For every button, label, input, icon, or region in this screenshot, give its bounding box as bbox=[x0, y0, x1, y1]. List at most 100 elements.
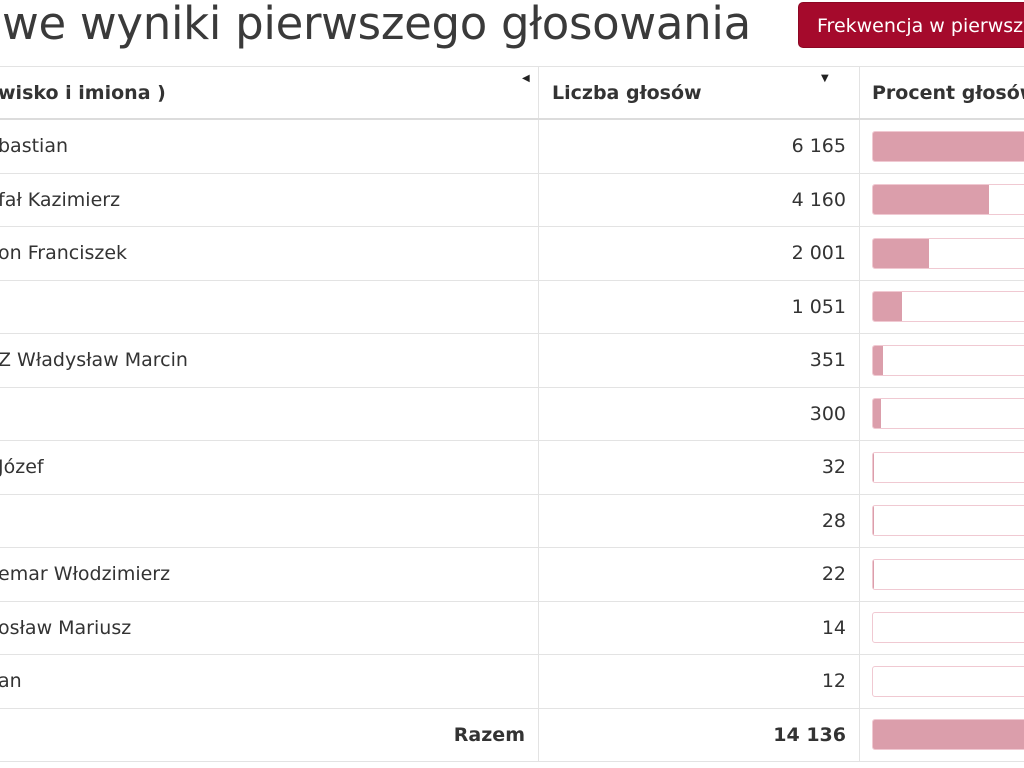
table-row: osław Mariusz 14 bbox=[0, 601, 1024, 655]
turnout-button[interactable]: Frekwencja w pierwszym bbox=[798, 2, 1024, 48]
vote-count-cell: 12 bbox=[538, 655, 859, 708]
candidate-name: an bbox=[0, 670, 22, 693]
vote-count: 2 001 bbox=[791, 242, 846, 265]
results-table: wisko i imiona ) ◀ Liczba głosów ▼ Proce… bbox=[0, 66, 1024, 762]
table-row: Z Władysław Marcin 351 bbox=[0, 334, 1024, 388]
vote-count: 28 bbox=[821, 509, 846, 532]
candidate-name: fał Kazimierz bbox=[0, 188, 121, 211]
vote-percent-cell bbox=[859, 227, 1024, 280]
candidate-name: on Franciszek bbox=[0, 242, 128, 265]
total-percent-bar-fill bbox=[873, 720, 1024, 750]
vote-count: 4 160 bbox=[791, 188, 846, 211]
vote-count-cell: 300 bbox=[538, 387, 859, 440]
vote-count: 6 165 bbox=[791, 135, 846, 158]
sort-down-icon[interactable]: ▼ bbox=[821, 73, 829, 84]
candidate-name-cell: bastian bbox=[0, 120, 538, 173]
vote-percent-bar-fill bbox=[873, 292, 902, 322]
vote-percent-bar-fill bbox=[873, 452, 874, 482]
candidate-name-cell: Józef bbox=[0, 441, 538, 494]
candidate-name-cell: on Franciszek bbox=[0, 227, 538, 280]
vote-percent-bar bbox=[872, 558, 1024, 590]
vote-percent-bar bbox=[872, 184, 1024, 216]
vote-count: 300 bbox=[809, 402, 846, 425]
vote-percent-cell bbox=[859, 655, 1024, 708]
total-label: Razem bbox=[453, 723, 525, 746]
table-row: bastian 6 165 bbox=[0, 120, 1024, 174]
vote-percent-cell bbox=[859, 601, 1024, 654]
candidate-name: Józef bbox=[0, 456, 44, 479]
vote-count-cell: 351 bbox=[538, 334, 859, 387]
candidate-name-cell: fał Kazimierz bbox=[0, 174, 538, 227]
column-header-name[interactable]: wisko i imiona ) ◀ bbox=[0, 67, 538, 118]
vote-percent-bar bbox=[872, 612, 1024, 644]
table-row: fał Kazimierz 4 160 bbox=[0, 173, 1024, 227]
vote-count-cell: 32 bbox=[538, 441, 859, 494]
vote-percent-cell bbox=[859, 494, 1024, 547]
vote-percent-bar bbox=[872, 130, 1024, 162]
vote-percent-cell bbox=[859, 334, 1024, 387]
vote-count: 14 bbox=[821, 616, 846, 639]
vote-percent-bar bbox=[872, 291, 1024, 323]
vote-percent-bar-fill bbox=[873, 238, 929, 268]
candidate-name-cell bbox=[0, 281, 538, 334]
vote-percent-cell bbox=[859, 173, 1024, 226]
total-label-cell: Razem bbox=[0, 709, 538, 762]
total-percent-cell bbox=[859, 708, 1024, 761]
column-header-votes-label: Liczba głosów bbox=[552, 81, 702, 104]
vote-count-cell: 28 bbox=[538, 494, 859, 547]
table-body: bastian 6 165 fał Kazimierz 4 160 on Francis… bbox=[0, 120, 1024, 762]
vote-count-cell: 14 bbox=[538, 601, 859, 654]
total-votes: 14 136 bbox=[773, 723, 846, 746]
column-header-name-label: wisko i imiona ) bbox=[0, 81, 166, 104]
candidate-name: emar Włodzimierz bbox=[0, 563, 171, 586]
vote-count: 32 bbox=[821, 456, 846, 479]
vote-percent-cell bbox=[859, 280, 1024, 333]
vote-percent-cell bbox=[859, 120, 1024, 173]
page-title: we wyniki pierwszego głosowania bbox=[2, 0, 751, 50]
vote-count: 12 bbox=[821, 670, 846, 693]
sort-left-icon[interactable]: ◀ bbox=[522, 73, 530, 84]
column-header-percent[interactable]: Procent głosów bbox=[859, 67, 1024, 118]
vote-percent-bar bbox=[872, 237, 1024, 269]
column-header-percent-label: Procent głosów bbox=[872, 81, 1024, 104]
table-row: emar Włodzimierz 22 bbox=[0, 548, 1024, 602]
vote-count-cell: 6 165 bbox=[538, 120, 859, 173]
candidate-name: Z Władysław Marcin bbox=[0, 349, 188, 372]
total-votes-cell: 14 136 bbox=[538, 708, 859, 761]
candidate-name: bastian bbox=[0, 135, 69, 158]
candidate-name-cell bbox=[0, 388, 538, 441]
table-header: wisko i imiona ) ◀ Liczba głosów ▼ Proce… bbox=[0, 66, 1024, 120]
vote-count-cell: 1 051 bbox=[538, 280, 859, 333]
table-row: an 12 bbox=[0, 655, 1024, 709]
vote-count-cell: 4 160 bbox=[538, 173, 859, 226]
vote-percent-cell bbox=[859, 548, 1024, 601]
vote-percent-bar-fill bbox=[873, 131, 1024, 161]
vote-percent-bar-fill bbox=[873, 399, 881, 429]
vote-percent-bar-fill bbox=[873, 559, 874, 589]
candidate-name: osław Mariusz bbox=[0, 616, 132, 639]
vote-percent-cell bbox=[859, 441, 1024, 494]
vote-percent-bar bbox=[872, 398, 1024, 430]
table-row: 300 bbox=[0, 387, 1024, 441]
vote-percent-bar bbox=[872, 505, 1024, 537]
total-percent-bar bbox=[872, 719, 1024, 751]
vote-percent-bar bbox=[872, 665, 1024, 697]
table-row: 1 051 bbox=[0, 280, 1024, 334]
vote-percent-bar-fill bbox=[873, 185, 989, 215]
vote-percent-bar-fill bbox=[873, 506, 874, 536]
vote-count: 22 bbox=[821, 563, 846, 586]
candidate-name-cell bbox=[0, 495, 538, 548]
table-row: 28 bbox=[0, 494, 1024, 548]
candidate-name-cell: emar Włodzimierz bbox=[0, 548, 538, 601]
total-row: Razem 14 136 bbox=[0, 708, 1024, 762]
vote-count: 351 bbox=[809, 349, 846, 372]
candidate-name-cell: Z Władysław Marcin bbox=[0, 334, 538, 387]
column-header-votes[interactable]: Liczba głosów ▼ bbox=[538, 67, 859, 118]
vote-percent-bar bbox=[872, 451, 1024, 483]
vote-count-cell: 22 bbox=[538, 548, 859, 601]
candidate-name-cell: an bbox=[0, 655, 538, 708]
vote-percent-cell bbox=[859, 387, 1024, 440]
vote-count: 1 051 bbox=[791, 295, 846, 318]
vote-percent-bar-fill bbox=[873, 345, 883, 375]
